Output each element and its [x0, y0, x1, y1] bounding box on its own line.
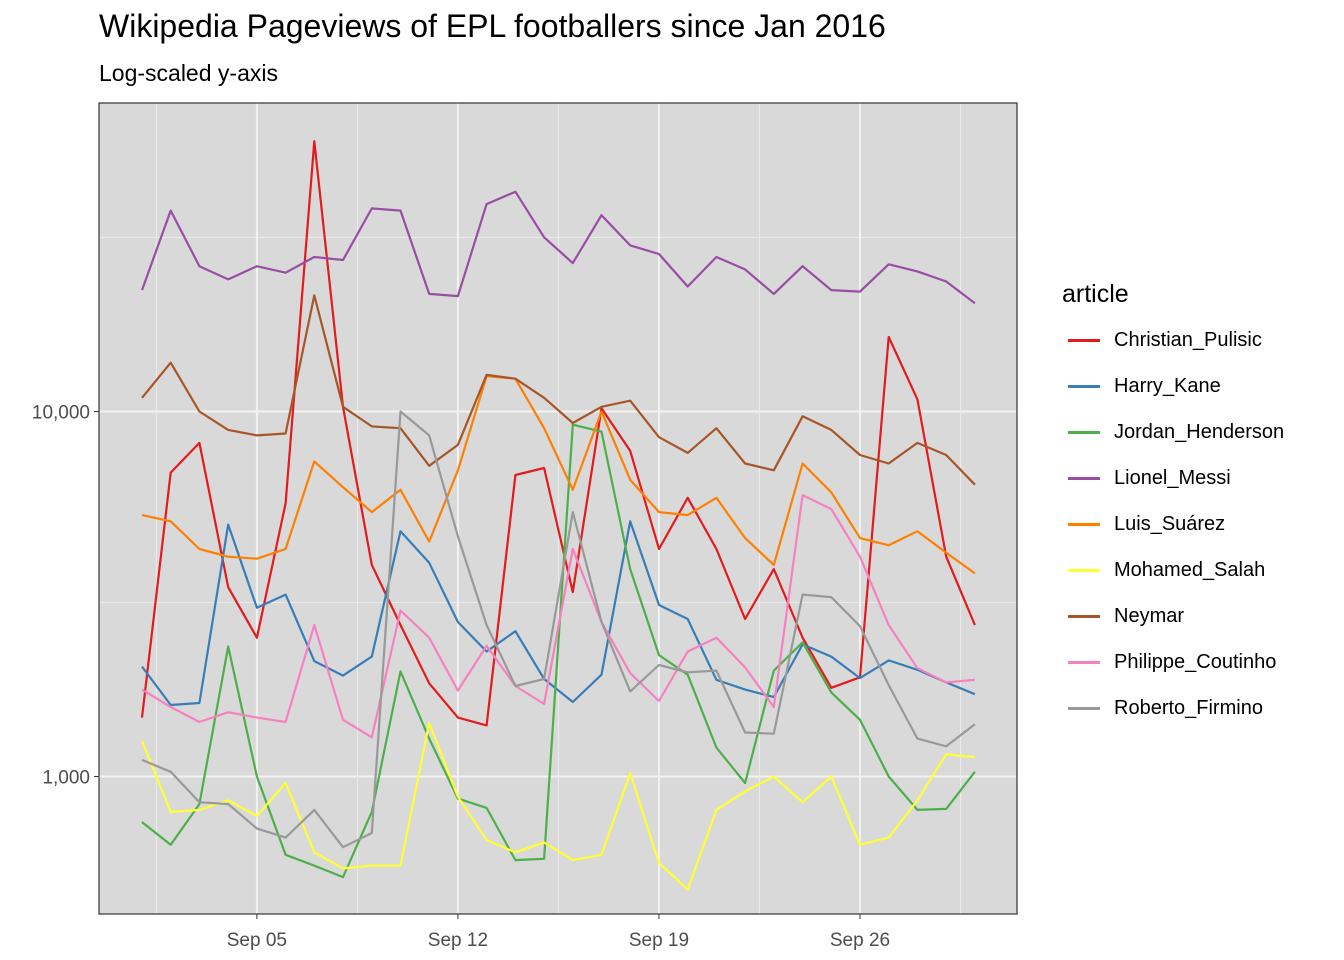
legend-label: Luis_Suárez	[1114, 512, 1226, 535]
legend-key	[1068, 660, 1100, 664]
series-line-Mohamed_Salah	[140, 721, 976, 891]
legend-key	[1068, 384, 1100, 388]
legend-label: Harry_Kane	[1114, 374, 1221, 397]
legend-item: Luis_Suárez	[1062, 501, 1284, 547]
series-line-Luis_Suárez	[141, 375, 976, 575]
series-line-Jordan_Henderson	[141, 423, 976, 879]
panel-border	[98, 102, 1018, 915]
legend-item: Lionel_Messi	[1062, 455, 1284, 501]
legend-label: Philippe_Coutinho	[1114, 650, 1277, 673]
legend-key	[1068, 522, 1100, 526]
legend-label: Roberto_Firmino	[1114, 696, 1263, 719]
legend-key	[1068, 568, 1100, 572]
legend-item: Harry_Kane	[1062, 363, 1284, 409]
legend-item: Jordan_Henderson	[1062, 409, 1284, 455]
legend-label: Mohamed_Salah	[1114, 558, 1266, 581]
legend-label: Jordan_Henderson	[1114, 420, 1285, 443]
legend-title: article	[1062, 280, 1129, 308]
legend-items: Christian_Pulisic Harry_Kane Jordan_Hender…	[1062, 317, 1284, 731]
legend-key	[1068, 338, 1100, 342]
chart-subtitle: Log-scaled y-axis	[99, 60, 278, 86]
series-line-Philippe_Coutinho	[141, 494, 975, 739]
series-line-Christian_Pulisic	[140, 140, 976, 727]
legend-key	[1068, 430, 1100, 434]
legend-item: Roberto_Firmino	[1062, 685, 1284, 731]
legend-label: Lionel_Messi	[1114, 466, 1231, 489]
series-line-Neymar	[141, 294, 976, 486]
legend: article Christian_Pulisic Harry_Kane Jorda…	[1062, 280, 1284, 731]
legend-key	[1068, 476, 1100, 480]
y-tick-label: 1,000	[42, 767, 90, 788]
x-tick-label: Sep 12	[428, 930, 488, 951]
legend-item: Philippe_Coutinho	[1062, 639, 1284, 685]
x-tick-label: Sep 05	[227, 930, 287, 951]
series-line-Roberto_Firmino	[141, 410, 976, 849]
legend-key	[1068, 706, 1100, 710]
legend-item: Mohamed_Salah	[1062, 547, 1284, 593]
x-tick-label: Sep 19	[629, 930, 689, 951]
series-line-Harry_Kane	[141, 520, 976, 707]
chart-title: Wikipedia Pageviews of EPL footballers s…	[99, 8, 886, 44]
legend-item: Neymar	[1062, 593, 1284, 639]
legend-item: Christian_Pulisic	[1062, 317, 1284, 363]
legend-label: Christian_Pulisic	[1114, 328, 1262, 351]
series-line-Lionel_Messi	[140, 190, 976, 305]
legend-label: Neymar	[1114, 604, 1185, 627]
y-tick-label: 10,000	[32, 402, 90, 423]
x-tick-label: Sep 26	[830, 930, 890, 951]
legend-key	[1068, 614, 1100, 618]
